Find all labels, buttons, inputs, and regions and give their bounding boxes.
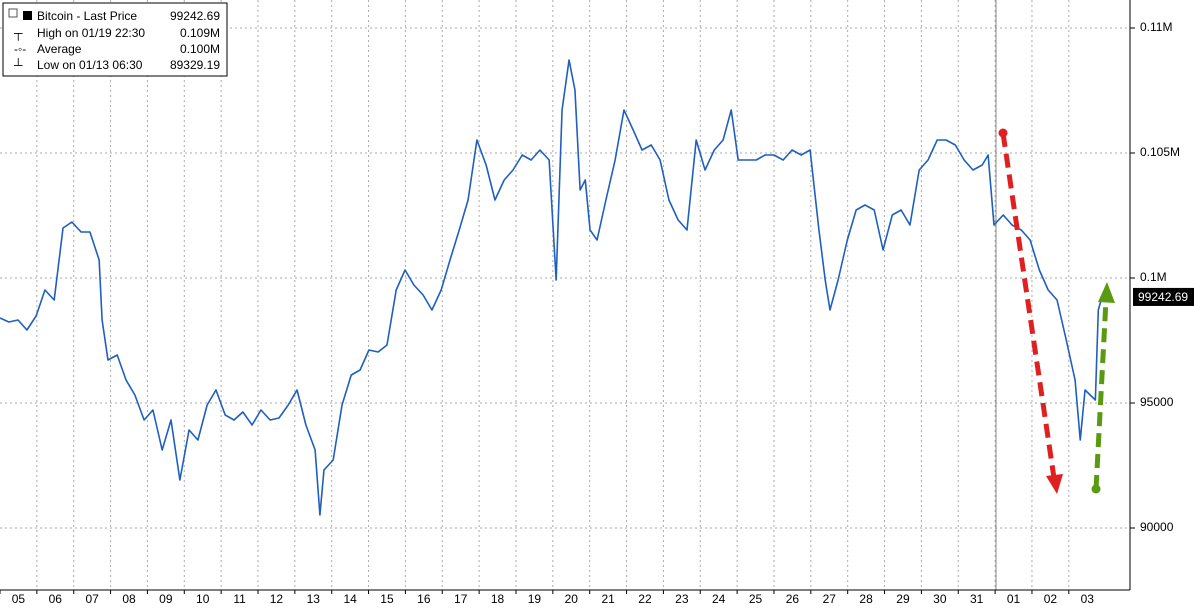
arrow-head [1098, 282, 1115, 303]
x-tick-label: 25 [749, 592, 763, 603]
x-tick-label: 31 [970, 592, 984, 603]
x-tick-label: 14 [343, 592, 357, 603]
plot [0, 59, 1103, 516]
x-tick-label: 28 [859, 592, 873, 603]
down-arrow [998, 128, 1063, 494]
x-tick-label: 21 [601, 592, 615, 603]
x-tick-label: 05 [12, 592, 26, 603]
x-tick-label: 22 [638, 592, 652, 603]
arrow-head [1046, 474, 1063, 494]
x-tick-label: 27 [823, 592, 837, 603]
last-price-label: 99242.69 [1138, 290, 1188, 304]
legend-icon: ┴ [13, 58, 23, 72]
legend-stat-name: High on 01/19 22:30 [37, 26, 145, 40]
arrow-shaft [1093, 299, 1109, 490]
legend-icon: -◦- [14, 42, 26, 56]
x-tick-label: 12 [270, 592, 284, 603]
x-tick-label: 06 [49, 592, 63, 603]
arrow-shaft [1000, 132, 1057, 479]
x-tick-label: 29 [896, 592, 910, 603]
x-tick-label: 13 [307, 592, 321, 603]
last-price-flag [1133, 287, 1194, 306]
legend-stat-name: Low on 01/13 06:30 [37, 58, 143, 72]
y-tick-label: 90000 [1140, 520, 1174, 534]
x-tick-label: 23 [675, 592, 689, 603]
y-tick-label: 0.105M [1140, 145, 1180, 159]
legend: Bitcoin - Last Price 99242.69 ┬ High on … [2, 2, 228, 77]
price-line [0, 59, 1103, 516]
x-tick-label: 26 [786, 592, 800, 603]
arrow-dot [998, 128, 1008, 138]
x-tick-label: 08 [122, 592, 136, 603]
x-tick-label: 02 [1044, 592, 1058, 603]
x-tick-label: 18 [491, 592, 505, 603]
arrow-dot [1091, 484, 1101, 494]
x-tick-label: 24 [712, 592, 726, 603]
x-tick-label: 19 [528, 592, 542, 603]
grid [0, 0, 1130, 590]
y-tick-label: 95000 [1140, 395, 1174, 409]
up-arrow [1091, 282, 1115, 494]
x-tick-label: 16 [417, 592, 431, 603]
x-tick-label: 30 [933, 592, 947, 603]
legend-stat-name: Average [37, 42, 82, 56]
legend-series-name: Bitcoin - Last Price [37, 9, 137, 23]
legend-stat-value: 0.109M [180, 26, 220, 40]
y-tick-label: 0.1M [1140, 270, 1167, 284]
legend-stat-value: 0.100M [180, 42, 220, 56]
legend-stat-value: 89329.19 [170, 58, 220, 72]
x-tick-label: 07 [85, 592, 99, 603]
x-tick-label: 03 [1081, 592, 1095, 603]
x-tick-label: 01 [1007, 592, 1021, 603]
x-tick-label: 09 [159, 592, 173, 603]
y-tick-label: 0.11M [1140, 20, 1172, 34]
legend-swatch [23, 11, 32, 20]
legend-last-value: 99242.69 [170, 9, 220, 23]
x-tick-label: 20 [565, 592, 579, 603]
legend-icon [8, 8, 18, 18]
legend-icon: ┬ [13, 26, 23, 41]
x-tick-label: 11 [233, 592, 246, 603]
x-tick-label: 17 [454, 592, 468, 603]
x-tick-label: 10 [196, 592, 210, 603]
legend-box [2, 2, 228, 77]
x-tick-label: 15 [380, 592, 394, 603]
